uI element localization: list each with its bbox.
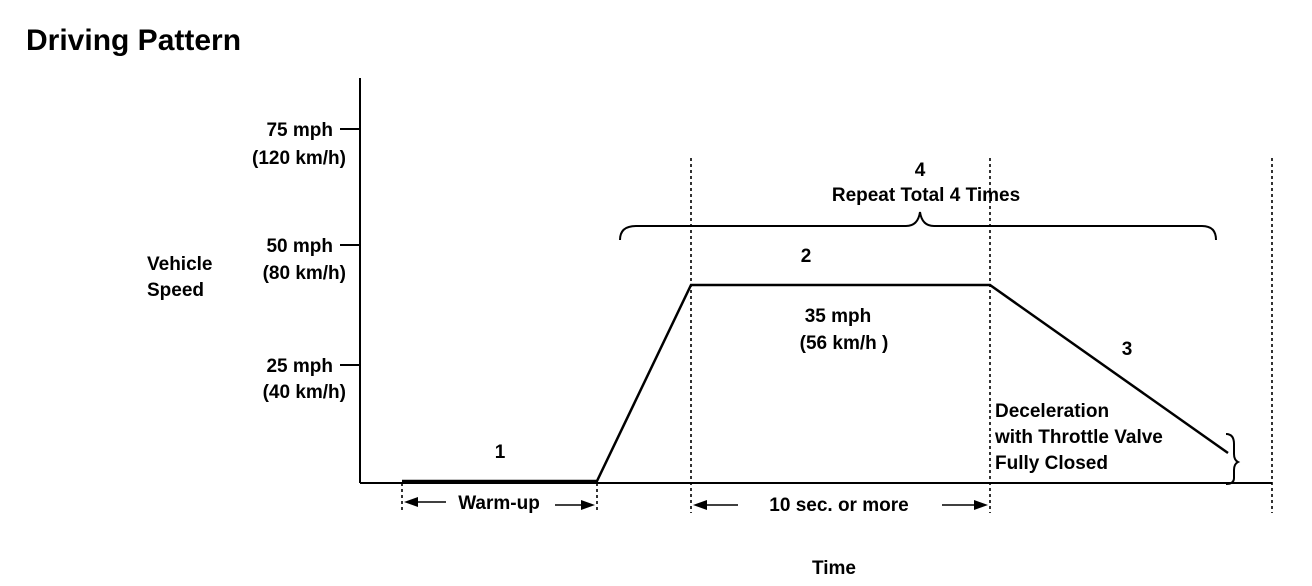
speed-trace xyxy=(402,283,1229,483)
duration-label: 10 sec. or more xyxy=(769,495,908,516)
cruise-speed-mph: 35 mph xyxy=(805,306,872,327)
tick-label-120kmh: (120 km/h) xyxy=(252,148,346,169)
step-3-label: 3 xyxy=(1122,339,1133,360)
x-axis-label: Time xyxy=(812,558,856,579)
step-2-label: 2 xyxy=(801,246,812,267)
step-4-label: 4 xyxy=(915,160,926,181)
repeat-brace xyxy=(619,211,1217,241)
tick-label-25mph: 25 mph xyxy=(266,356,333,377)
warmup-arrow-right-head xyxy=(581,500,595,510)
warmup-label: Warm-up xyxy=(458,493,540,514)
repeat-label: Repeat Total 4 Times xyxy=(832,185,1020,206)
warmup-arrow-left-head xyxy=(404,497,418,507)
tick-label-50mph: 50 mph xyxy=(266,236,333,257)
decel-label-line2: with Throttle Valve xyxy=(994,427,1163,448)
diagram-title: Driving Pattern xyxy=(26,24,241,57)
tick-label-40kmh: (40 km/h) xyxy=(263,382,346,403)
tick-label-80kmh: (80 km/h) xyxy=(263,263,346,284)
decel-label-line1: Deceleration xyxy=(995,401,1109,422)
step-1-label: 1 xyxy=(495,442,506,463)
y-axis-label-line1: Vehicle xyxy=(147,254,213,275)
decel-label-line3: Fully Closed xyxy=(995,453,1108,474)
tick-label-75mph: 75 mph xyxy=(266,120,333,141)
decel-end-brace xyxy=(1225,433,1241,485)
duration-arrow-left-head xyxy=(693,500,707,510)
y-axis-label-line2: Speed xyxy=(147,280,204,301)
cruise-speed-kmh: (56 km/h ) xyxy=(800,333,889,354)
duration-arrow-right-head xyxy=(974,500,988,510)
